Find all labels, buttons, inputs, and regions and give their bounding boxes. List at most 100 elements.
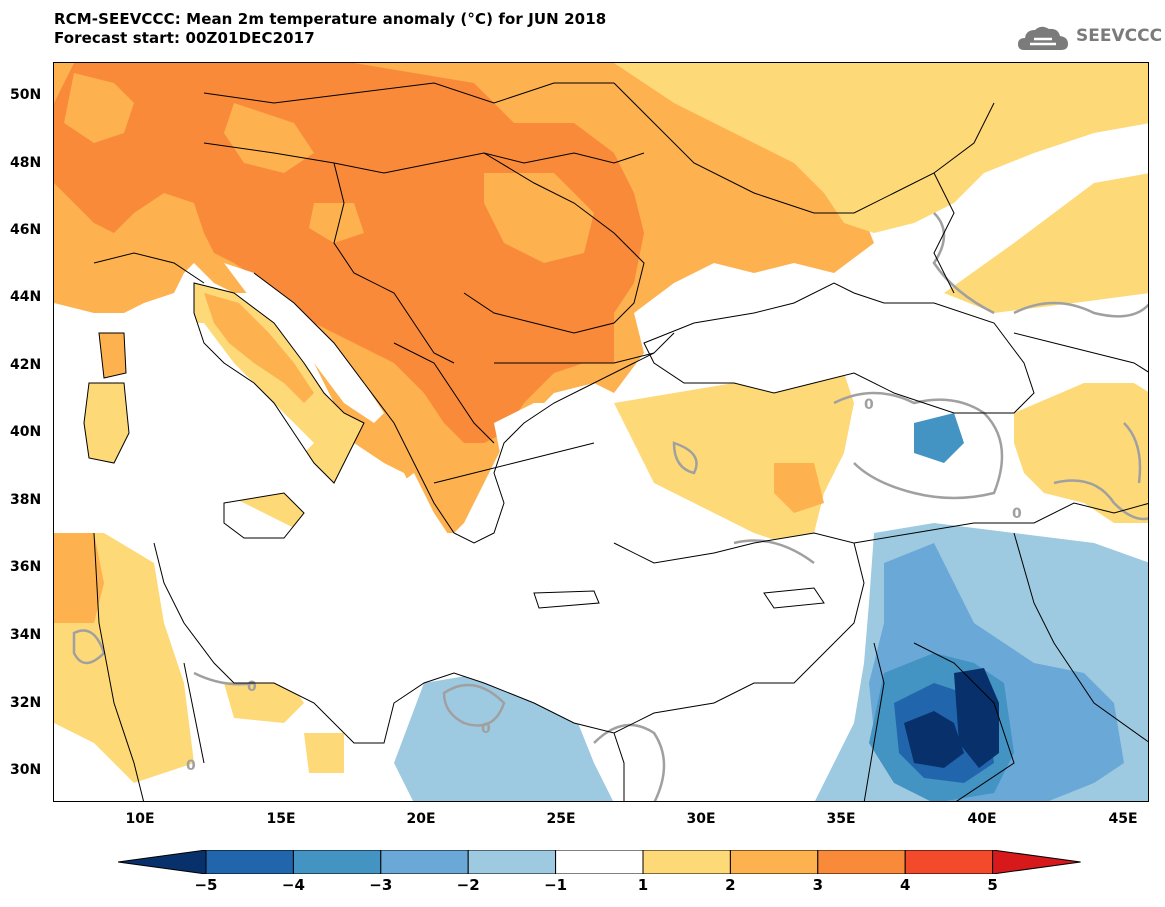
colorbar-cell-5 [555,850,644,874]
lon-label-30e: 30E [686,811,716,827]
contour-label-0-a: 0 [247,679,257,695]
colorbar-label: 2 [725,876,736,894]
border-poland [203,82,614,104]
coastline-balkans [253,272,675,544]
colorbar-label: −2 [456,876,480,894]
tyrrhenian-sea [134,323,314,493]
lat-label-40n: 40N [10,424,42,440]
aegean-sea [494,403,624,533]
anomaly-neg-5 [904,711,964,768]
coastline-sicily [223,492,305,539]
coastline-africa [153,542,835,744]
anomaly-2-3-patch-a [64,73,134,143]
border-tunisia-libya [183,662,205,764]
border-israel [863,642,885,801]
border-ukraine [613,82,995,214]
coastline-turkey-south [613,532,865,644]
contour-label-0-e: 0 [186,758,196,774]
anomaly-corsica [99,333,126,378]
lon-label-40e: 40E [967,811,997,827]
colorbar-cell-4 [467,850,557,874]
coastline-cyprus [763,587,825,609]
coastline-corsica [98,332,127,379]
colorbar-cell-3 [380,850,469,874]
colorbar-cell-min [118,850,207,874]
lat-label-42n: 42N [10,357,42,373]
border-austria-hungary [203,142,645,174]
map-title: RCM-SEEVCCC: Mean 2m temperature anomaly… [54,10,606,48]
title-line-2: Forecast start: 00Z01DEC2017 [54,29,315,47]
mediterranean-sea [154,473,864,743]
lat-label-30n: 30N [10,762,42,778]
border-turkey-syria [853,502,1148,544]
border-jordan [913,642,1015,801]
lon-label-35e: 35E [826,811,856,827]
contour-label-0-d: 0 [1012,506,1022,522]
seevccc-logo-text: SEEVCCC [1076,26,1163,46]
border-algeria-tunisia [93,532,145,801]
anomaly-ukraine [614,63,1148,233]
lat-label-46n: 46N [10,222,42,238]
colorbar-label: 1 [637,876,649,894]
colorbar-label: 4 [899,876,911,894]
lat-label-36n: 36N [10,559,42,575]
anomaly-algeria-coast [54,533,104,623]
anomaly-2-3-patch-d [309,203,364,243]
contour-label-0-b: 0 [481,721,491,737]
anomaly-map-svg: 0 0 0 0 0 [54,63,1148,801]
colorbar-label: 3 [812,876,824,894]
border-bulgaria [494,352,655,364]
border-romania [463,152,645,334]
map-area[interactable]: 0 0 0 0 0 [53,62,1149,802]
anomaly-neg-5-b [954,668,999,768]
lon-label-20e: 20E [406,811,436,827]
lon-label-45e: 45E [1108,811,1138,827]
cloud-icon [1018,26,1068,50]
border-caucasus [1013,332,1148,373]
colorbar-cell-1 [205,850,294,874]
border-greece [433,442,595,484]
colorbar-label: −3 [369,876,393,894]
lon-label-10e: 10E [125,811,155,827]
border-central [333,162,455,364]
colorbar-cell-max [992,850,1081,874]
anomaly-sardinia [84,383,129,463]
anomaly-turkey-east [1014,383,1148,523]
colorbar-cell-2 [292,850,382,874]
colorbar-cell-9 [904,850,994,874]
anomaly-libya-spot [304,733,344,773]
colorbar-cell-6 [642,850,731,874]
anomaly-libya-blue-2 [454,743,524,801]
anomaly-3-4-region [54,63,644,443]
border-italy-france [93,252,205,284]
lat-label-44n: 44N [10,289,42,305]
colorbar-label: 5 [987,876,998,894]
lon-label-15e: 15E [266,811,296,827]
coastline-sardinia [83,382,130,464]
anomaly-libya-blue [394,673,613,801]
border-egypt-libya [613,732,625,801]
border-syria-iraq [1013,532,1148,743]
lat-label-38n: 38N [10,492,42,508]
colorbar-cell-8 [817,850,906,874]
coastline-black-sea [643,282,1035,414]
lon-label-25e: 25E [546,811,576,827]
adriatic-sea [224,263,384,423]
border-russia [933,172,955,294]
anomaly-italy-core [204,293,314,403]
lat-label-48n: 48N [10,155,42,171]
coastline-italy [193,282,365,484]
anomaly-turkey-spot [774,463,824,513]
title-line-1: RCM-SEEVCCC: Mean 2m temperature anomaly… [54,10,607,28]
lat-label-34n: 34N [10,627,42,643]
colorbar-label: −4 [281,876,305,894]
border-serbia [393,342,495,444]
lat-label-50n: 50N [10,87,42,103]
anomaly-caspian-north [944,173,1148,313]
colorbar-cell-7 [729,850,819,874]
coastline-crete [533,590,600,609]
contour-label-0-c: 0 [864,397,874,413]
colorbar-label: −5 [194,876,218,894]
colorbar [118,850,1081,874]
anomaly-neg-spot-turkey [914,413,964,463]
